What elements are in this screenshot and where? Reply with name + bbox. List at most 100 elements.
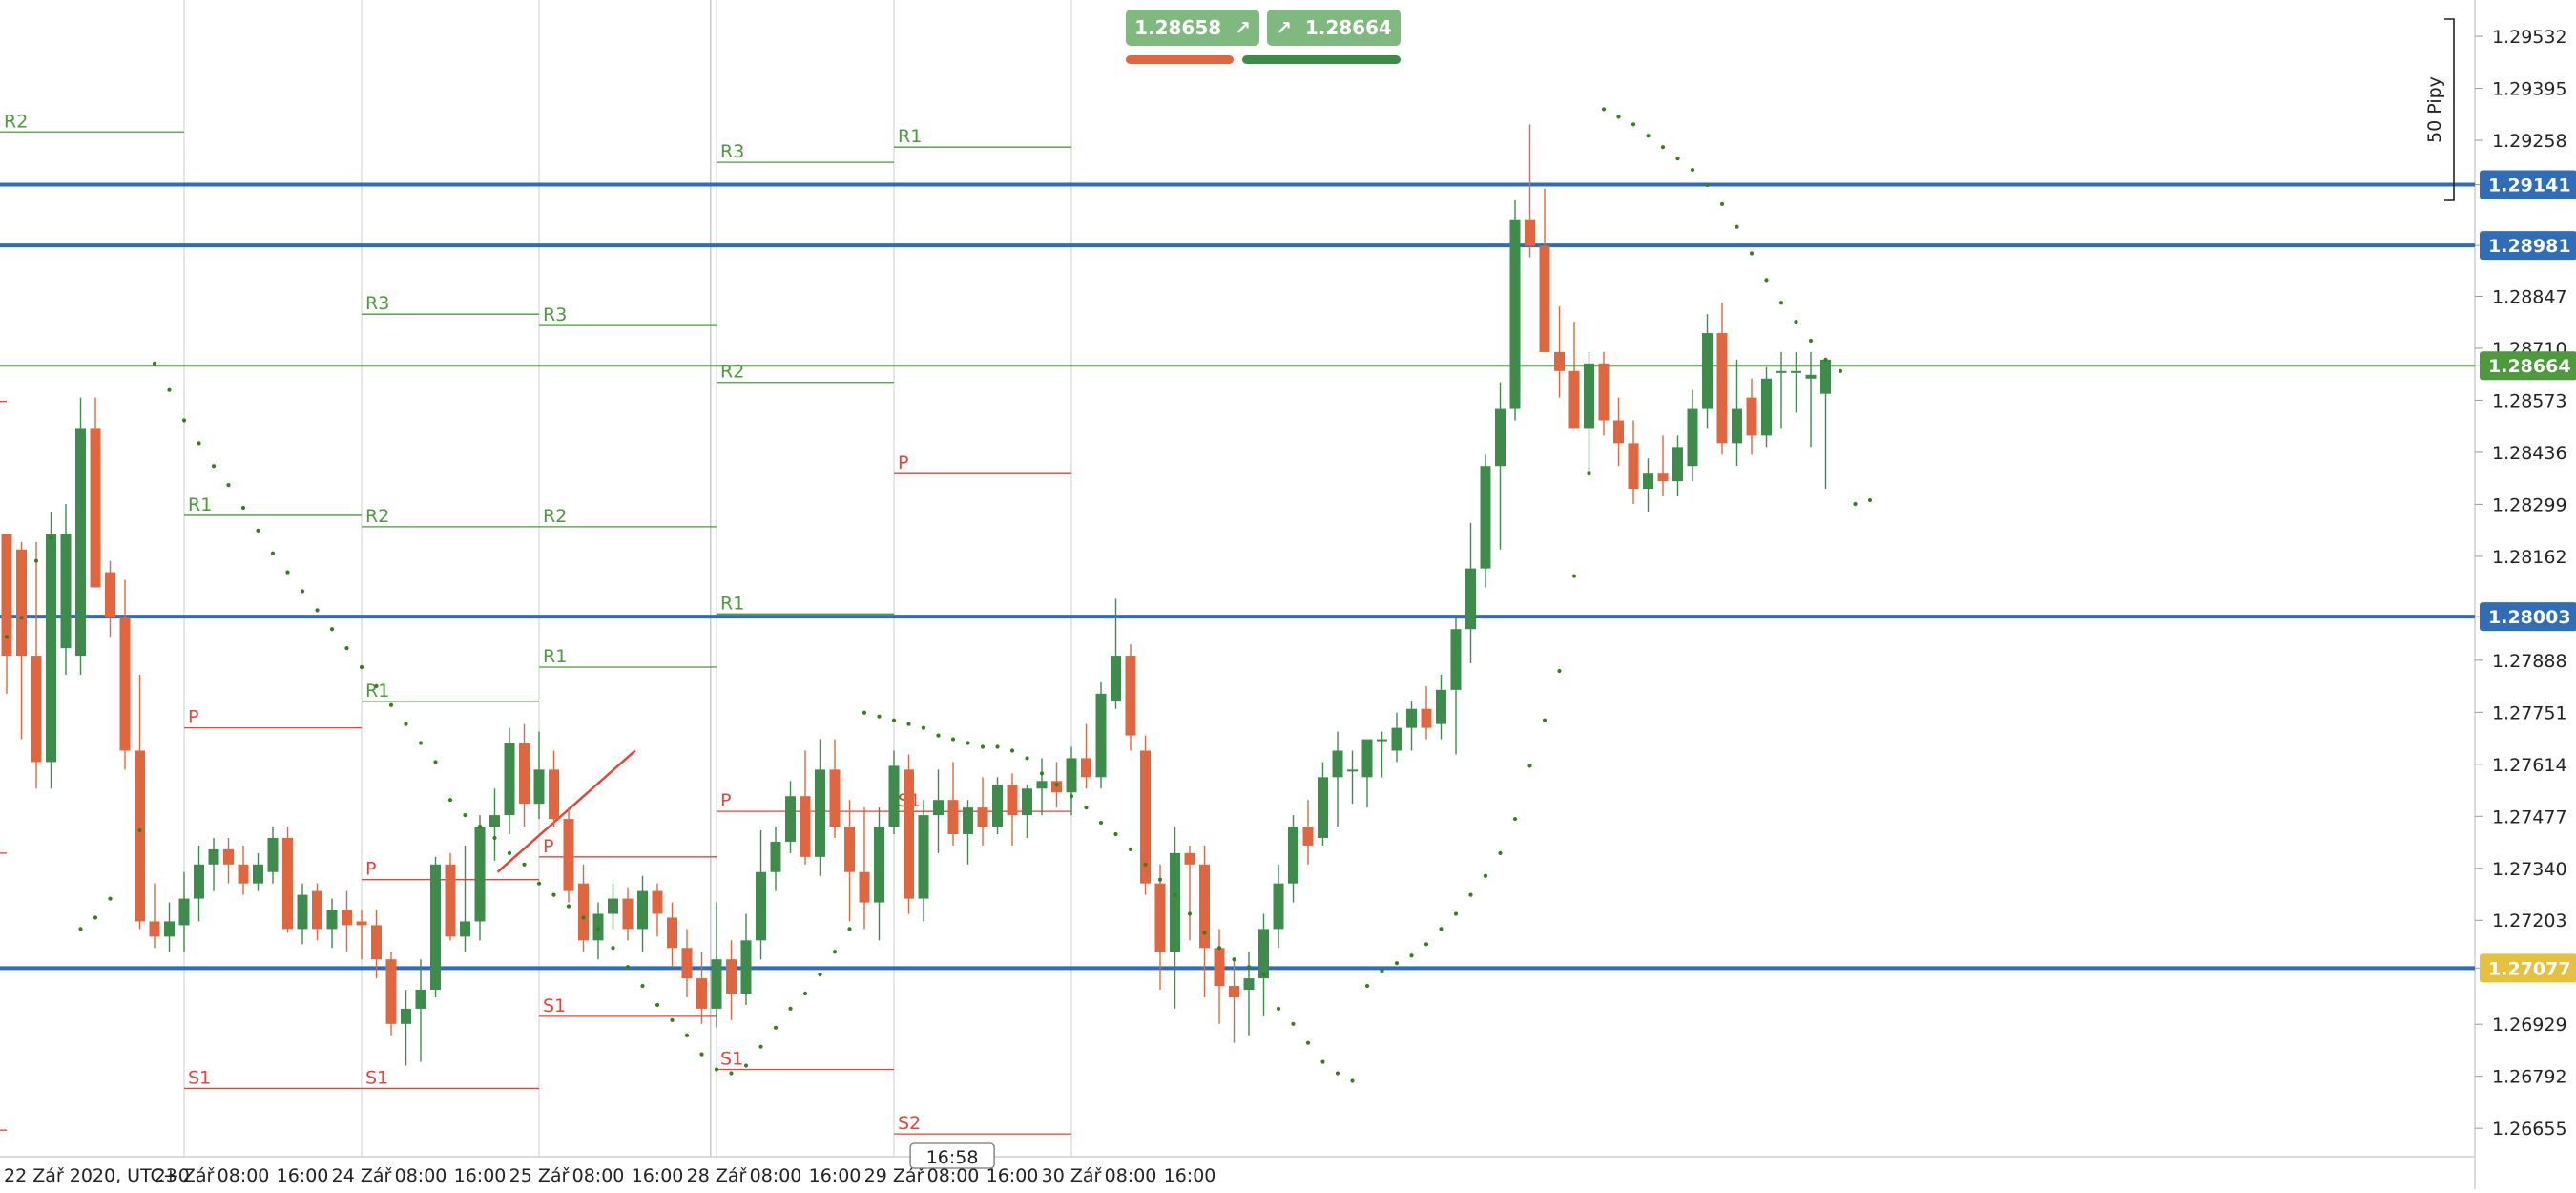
candle-body[interactable] xyxy=(1450,629,1462,690)
candle-body[interactable] xyxy=(267,837,279,872)
candle-body[interactable] xyxy=(1421,708,1432,728)
buy-button[interactable]: ↗ 1.28664 xyxy=(1267,10,1401,46)
candle-body[interactable] xyxy=(430,864,441,991)
sell-button[interactable]: 1.28658 ↗ xyxy=(1126,10,1259,46)
candle-body[interactable] xyxy=(282,837,293,930)
candle-body[interactable] xyxy=(178,898,190,926)
candle-body[interactable] xyxy=(1480,466,1491,569)
candle-body[interactable] xyxy=(1258,929,1269,979)
candle-body[interactable] xyxy=(1613,420,1624,444)
candle-body[interactable] xyxy=(888,765,900,827)
candle-body[interactable] xyxy=(385,959,397,1024)
candle-body[interactable] xyxy=(1007,785,1018,816)
candle-body[interactable] xyxy=(1095,693,1107,778)
candle-body[interactable] xyxy=(563,819,574,891)
candle-body[interactable] xyxy=(253,864,263,884)
candle-body[interactable] xyxy=(1598,363,1610,421)
candle-body[interactable] xyxy=(46,534,56,763)
candle-body[interactable] xyxy=(474,827,486,922)
candle-body[interactable] xyxy=(1509,219,1521,409)
candle-body[interactable] xyxy=(31,656,42,763)
candle-body[interactable] xyxy=(238,864,249,884)
candle-body[interactable] xyxy=(1199,864,1210,949)
candle-body[interactable] xyxy=(1302,827,1314,846)
candle-body[interactable] xyxy=(904,769,914,899)
candle-body[interactable] xyxy=(533,769,545,805)
candle-body[interactable] xyxy=(135,750,145,922)
candle-body[interactable] xyxy=(326,910,338,930)
candle-body[interactable] xyxy=(740,940,752,994)
candle-body[interactable] xyxy=(622,898,634,930)
candle-body[interactable] xyxy=(149,921,160,937)
trend-line[interactable] xyxy=(496,749,636,873)
candle-body[interactable] xyxy=(16,549,27,657)
candle-body[interactable] xyxy=(977,807,988,827)
candle-body[interactable] xyxy=(1081,758,1091,778)
candle-body[interactable] xyxy=(947,800,959,834)
candle-body[interactable] xyxy=(1406,708,1417,728)
candle-body[interactable] xyxy=(208,848,219,865)
candle-body[interactable] xyxy=(1170,852,1180,952)
candle-body[interactable] xyxy=(1568,370,1580,429)
candle-body[interactable] xyxy=(1776,370,1787,373)
candle-body[interactable] xyxy=(60,534,72,649)
candle-body[interactable] xyxy=(1184,852,1195,865)
candle-body[interactable] xyxy=(1539,245,1550,352)
candle-body[interactable] xyxy=(1229,986,1239,997)
candle-body[interactable] xyxy=(1332,750,1343,778)
candle-body[interactable] xyxy=(696,978,707,1009)
candle-body[interactable] xyxy=(371,925,382,960)
candle-body[interactable] xyxy=(933,800,944,816)
candle-body[interactable] xyxy=(489,815,500,827)
candle-body[interactable] xyxy=(1761,378,1772,436)
candle-body[interactable] xyxy=(637,890,648,930)
candle-body[interactable] xyxy=(1672,447,1683,482)
candle-body[interactable] xyxy=(800,796,811,857)
candle-body[interactable] xyxy=(1465,568,1476,630)
candle-body[interactable] xyxy=(1140,750,1151,884)
candle-body[interactable] xyxy=(918,815,929,899)
candle-body[interactable] xyxy=(785,796,796,842)
candle-body[interactable] xyxy=(711,959,722,1009)
candle-body[interactable] xyxy=(1628,443,1639,490)
candle-body[interactable] xyxy=(578,883,589,941)
candle-body[interactable] xyxy=(223,848,234,865)
candle-body[interactable] xyxy=(504,743,515,816)
candle-body[interactable] xyxy=(549,769,559,820)
candle-body[interactable] xyxy=(105,572,115,618)
candle-body[interactable] xyxy=(1525,219,1535,246)
candle-body[interactable] xyxy=(844,827,855,872)
candle-body[interactable] xyxy=(1036,781,1048,789)
candle-body[interactable] xyxy=(756,871,766,941)
candle-body[interactable] xyxy=(1111,656,1121,701)
candle-body[interactable] xyxy=(1584,363,1594,429)
candle-body[interactable] xyxy=(119,617,131,751)
candle-body[interactable] xyxy=(164,921,175,937)
candle-body[interactable] xyxy=(770,841,781,872)
candle-body[interactable] xyxy=(608,898,618,914)
candle-body[interactable] xyxy=(992,785,1003,827)
candle-body[interactable] xyxy=(1657,473,1669,482)
candle-body[interactable] xyxy=(1214,948,1225,987)
candle-body[interactable] xyxy=(1746,397,1757,436)
candle-body[interactable] xyxy=(312,890,322,930)
candle-body[interactable] xyxy=(1820,359,1831,394)
candle-body[interactable] xyxy=(667,917,677,949)
candle-body[interactable] xyxy=(1791,370,1801,373)
candle-body[interactable] xyxy=(1243,978,1255,991)
candle-body[interactable] xyxy=(1495,408,1506,467)
candle-body[interactable] xyxy=(415,990,426,1009)
candle-body[interactable] xyxy=(90,428,101,588)
candle-body[interactable] xyxy=(460,921,470,937)
candle-body[interactable] xyxy=(1702,333,1713,409)
candle-body[interactable] xyxy=(445,864,456,937)
candle-body[interactable] xyxy=(297,894,308,930)
candle-body[interactable] xyxy=(829,769,841,827)
candle-body[interactable] xyxy=(1347,769,1358,772)
candle-body[interactable] xyxy=(356,921,367,926)
candle-body[interactable] xyxy=(681,948,693,979)
candle-body[interactable] xyxy=(401,1008,411,1024)
candle-body[interactable] xyxy=(1732,408,1742,444)
candle-body[interactable] xyxy=(652,890,663,914)
